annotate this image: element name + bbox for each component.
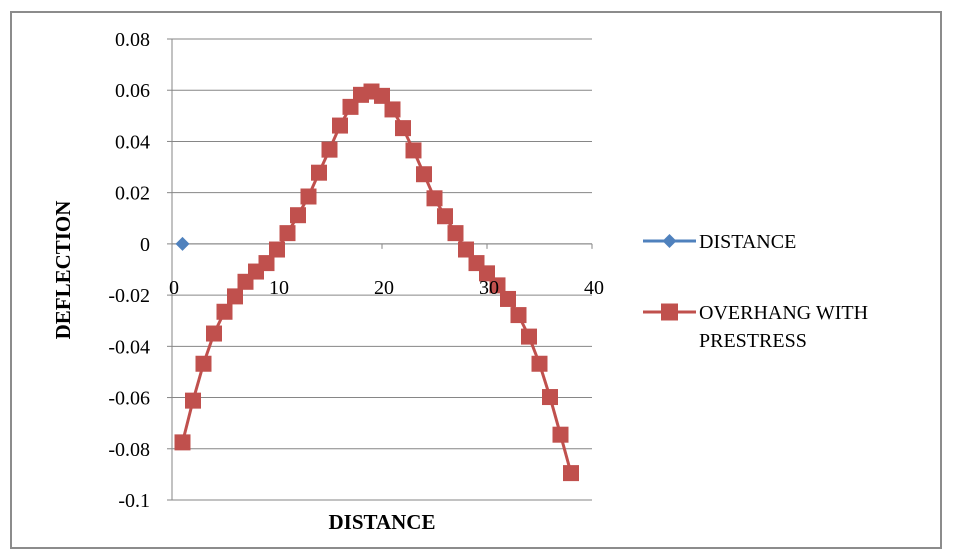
- x-tick-label: 10: [269, 277, 289, 299]
- y-tick-label: 0.02: [115, 183, 150, 205]
- chart-frame: [10, 11, 942, 549]
- data-point-overhang: [500, 290, 516, 307]
- legend-item-distance: DISTANCE: [643, 231, 796, 253]
- data-point-overhang: [185, 392, 201, 409]
- gridlines: [172, 38, 592, 501]
- data-point-overhang: [206, 325, 222, 342]
- x-tick-label: 40: [584, 277, 604, 299]
- data-point-overhang: [374, 87, 390, 104]
- axes: [167, 38, 593, 501]
- data-point-overhang: [311, 164, 327, 181]
- legend-label-distance: DISTANCE: [699, 231, 796, 253]
- data-point-overhang: [332, 117, 348, 134]
- data-point-overhang: [426, 190, 443, 207]
- x-tick-label: 30: [479, 277, 499, 299]
- data-point-overhang: [542, 389, 558, 406]
- x-axis-title: DISTANCE: [329, 510, 436, 534]
- x-tick-label: 20: [374, 277, 394, 299]
- data-point-overhang: [405, 142, 422, 159]
- y-tick-label: -0.1: [118, 490, 150, 512]
- legend: DISTANCE OVERHANG WITH PRESTRESS: [643, 231, 873, 352]
- y-axis-title: DEFLECTION: [51, 201, 75, 340]
- y-tick-label: -0.06: [108, 388, 150, 410]
- data-point-overhang: [174, 434, 191, 451]
- data-point-overhang: [279, 225, 296, 242]
- y-tick-label: 0: [140, 234, 150, 256]
- data-point-overhang: [479, 265, 495, 282]
- data-point-overhang: [458, 241, 474, 258]
- legend-label-overhang-line2: PRESTRESS: [699, 330, 807, 352]
- data-point-overhang: [384, 101, 401, 118]
- y-tick-label: 0.08: [115, 29, 150, 51]
- data-point-overhang: [563, 465, 579, 482]
- series: [174, 83, 579, 482]
- data-point-overhang: [227, 288, 243, 305]
- data-point-overhang: [489, 277, 506, 294]
- data-point-overhang: [258, 255, 275, 272]
- data-point-overhang: [437, 208, 453, 225]
- data-point-overhang: [521, 328, 537, 345]
- data-point-overhang: [269, 241, 285, 258]
- data-point-overhang: [290, 207, 306, 224]
- data-point-overhang: [531, 355, 548, 372]
- data-point-overhang: [552, 426, 569, 443]
- data-point-overhang: [300, 188, 317, 205]
- y-tick-label: 0.06: [115, 80, 150, 102]
- data-point-overhang: [216, 303, 233, 320]
- legend-marker-overhang: [661, 303, 678, 321]
- data-point-overhang: [195, 355, 212, 372]
- data-point-overhang: [321, 141, 338, 158]
- data-point-overhang: [510, 307, 527, 324]
- legend-item-overhang: OVERHANG WITH PRESTRESS: [643, 302, 873, 352]
- y-tick-label: -0.08: [108, 439, 150, 461]
- data-point-overhang: [447, 225, 464, 242]
- legend-label-overhang-line1: OVERHANG WITH: [699, 302, 868, 324]
- x-tick-label: 0: [169, 277, 179, 299]
- data-point-overhang: [342, 98, 359, 115]
- data-point-overhang: [416, 166, 432, 183]
- y-tick-label: 0.04: [115, 131, 150, 153]
- data-point-distance: [175, 236, 190, 251]
- legend-label-overhang: OVERHANG WITH PRESTRESS: [699, 302, 873, 352]
- y-tick-label: -0.02: [108, 285, 150, 307]
- y-tick-label: -0.04: [108, 336, 150, 358]
- data-point-overhang: [395, 120, 411, 137]
- legend-marker-distance: [662, 234, 677, 248]
- tick-labels: 0.08 0.06 0.04 0.02 0 -0.02 -0.04 -0.06 -0.08 -0.…: [108, 29, 604, 512]
